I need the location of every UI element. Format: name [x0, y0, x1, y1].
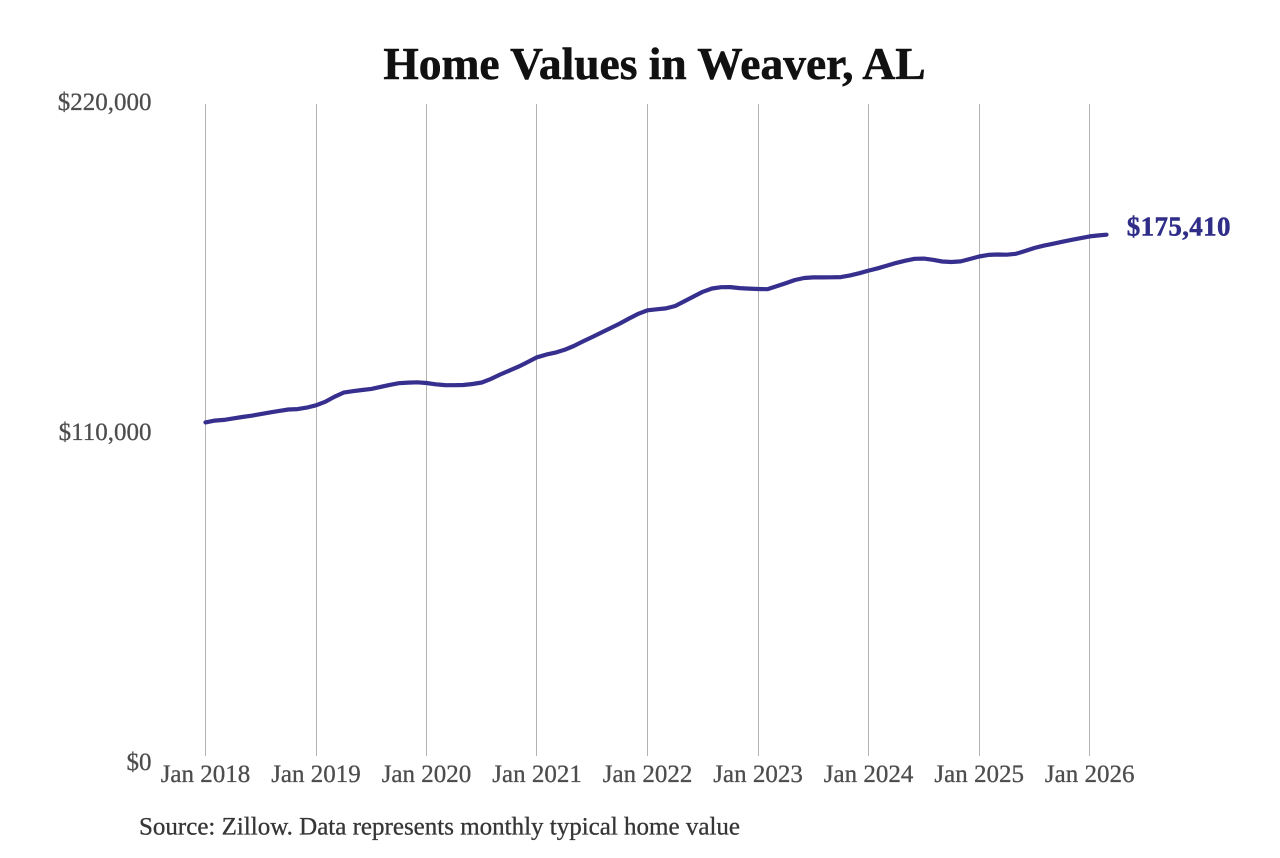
svg-text:Jan 2021: Jan 2021	[492, 761, 582, 788]
svg-text:Jan 2026: Jan 2026	[1045, 761, 1135, 788]
svg-text:Jan 2019: Jan 2019	[271, 761, 361, 788]
svg-text:Jan 2024: Jan 2024	[824, 761, 914, 788]
svg-text:$110,000: $110,000	[59, 419, 152, 446]
svg-text:Jan 2023: Jan 2023	[713, 761, 803, 788]
svg-text:Home Values in Weaver, AL: Home Values in Weaver, AL	[383, 38, 925, 89]
svg-text:$0: $0	[127, 749, 152, 776]
svg-text:$220,000: $220,000	[58, 89, 152, 116]
svg-text:Source: Zillow. Data represent: Source: Zillow. Data represents monthly …	[139, 814, 740, 841]
svg-text:Jan 2020: Jan 2020	[382, 761, 472, 788]
svg-text:Jan 2025: Jan 2025	[934, 761, 1024, 788]
svg-text:Jan 2022: Jan 2022	[603, 761, 693, 788]
svg-text:Jan 2018: Jan 2018	[161, 761, 251, 788]
svg-text:$175,410: $175,410	[1127, 212, 1231, 242]
